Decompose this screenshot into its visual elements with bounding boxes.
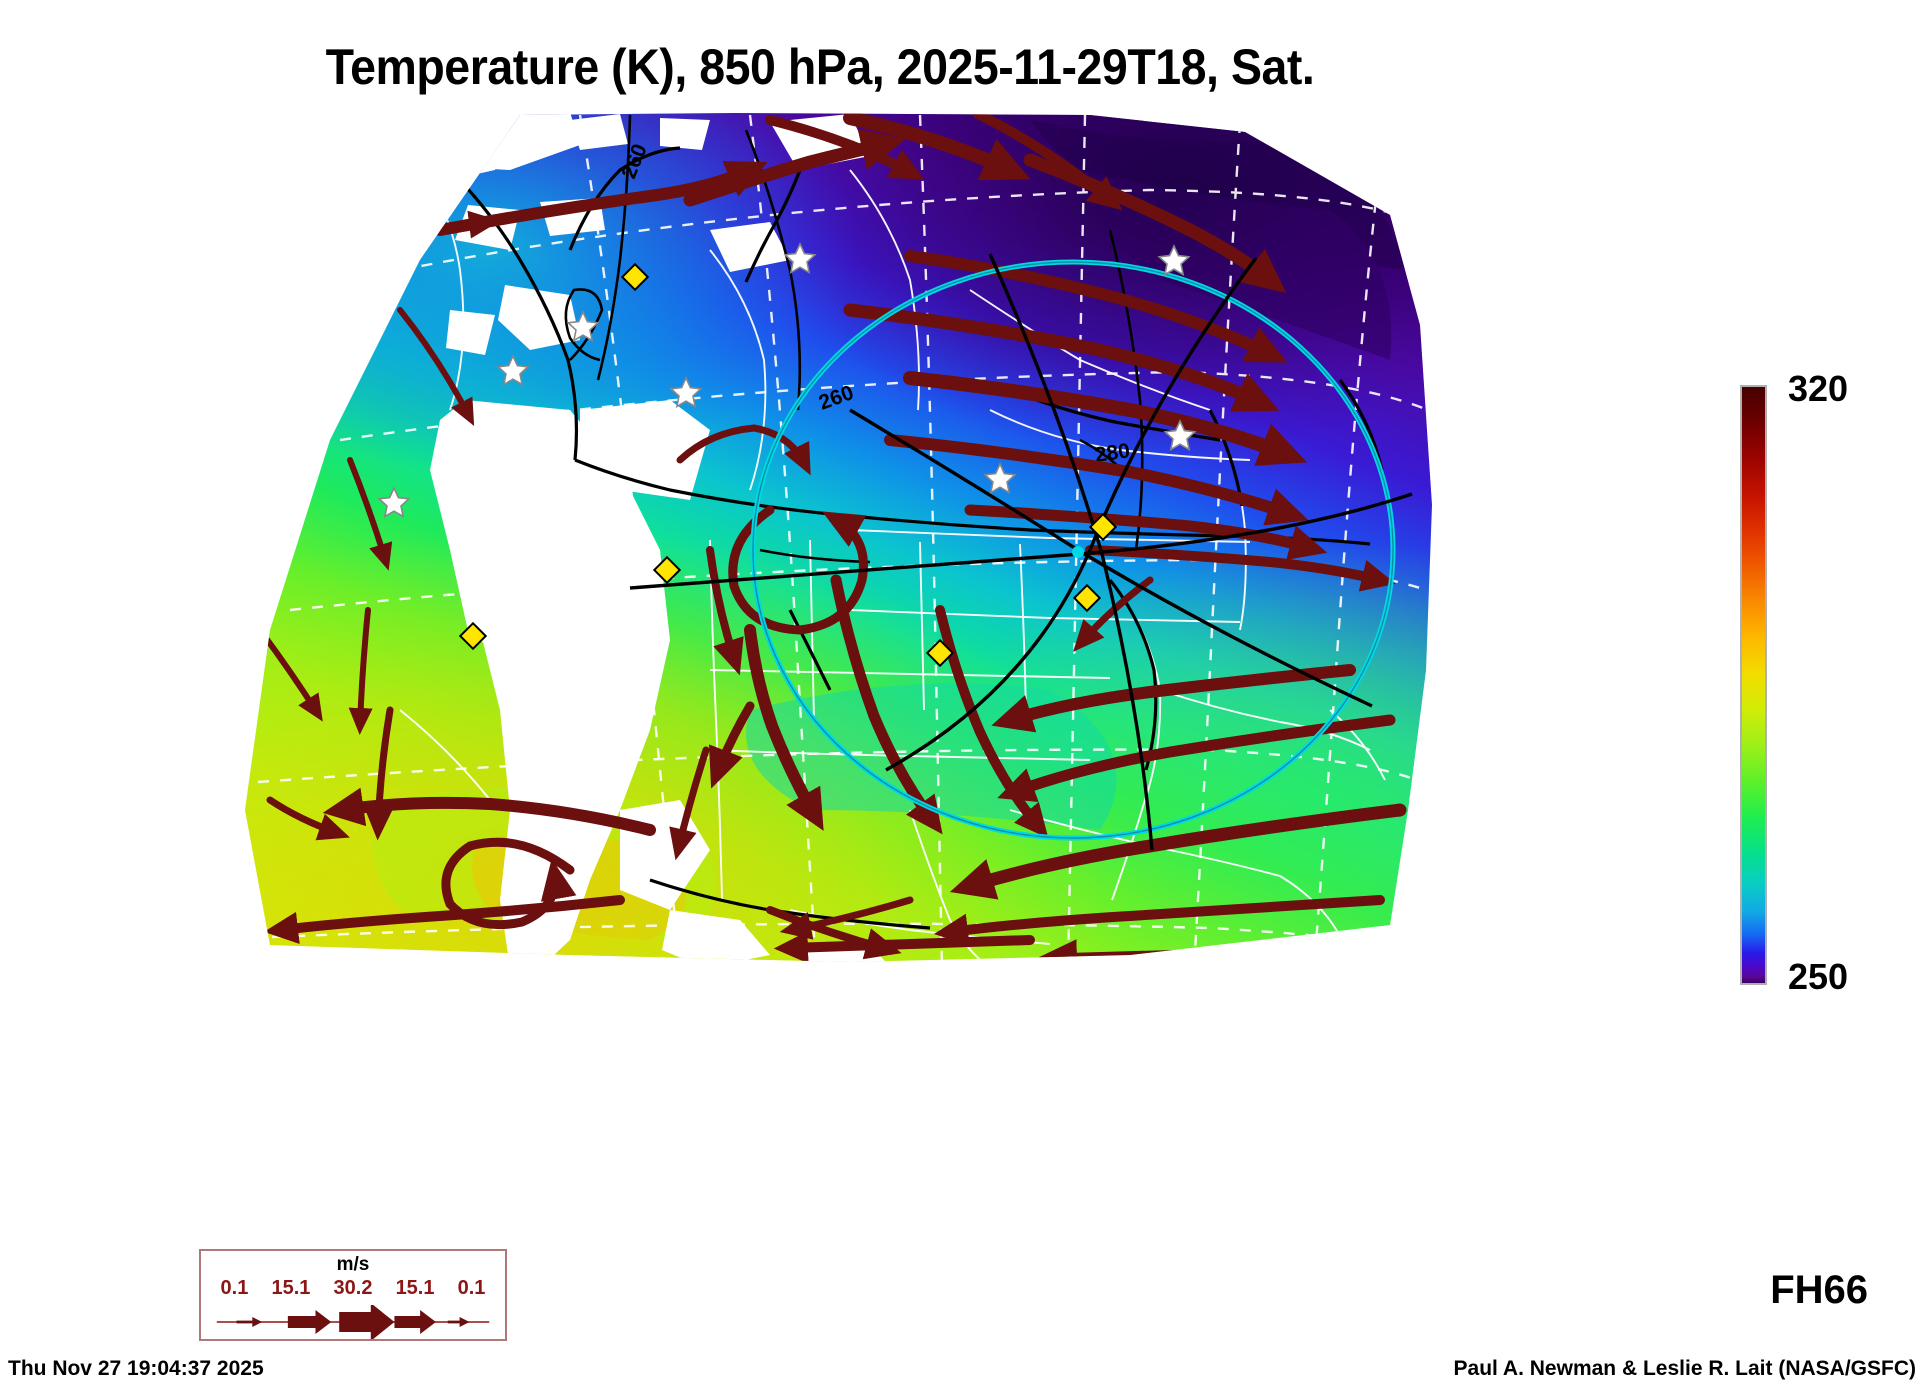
map-panel[interactable]: 260 260 280: [150, 110, 1570, 970]
wind-arrow-max: [339, 1305, 395, 1339]
star-marker[interactable]: [783, 242, 817, 274]
star-marker[interactable]: [983, 462, 1017, 494]
star-markers[interactable]: [377, 242, 1197, 518]
wind-arrow-medium-right: [394, 1310, 436, 1334]
diamond-markers[interactable]: [458, 262, 1118, 668]
wind-value-0: 0.1: [220, 1277, 249, 1299]
wind-value-2: 30.2: [333, 1277, 373, 1299]
colorbar-max-label: 320: [1788, 368, 1849, 409]
wind-arrow-scale: [216, 1305, 490, 1339]
diamond-marker[interactable]: [652, 555, 682, 585]
wind-arrow-tiny-left: [236, 1317, 263, 1327]
colorbar-min-label: 250: [1788, 956, 1849, 997]
star-marker[interactable]: [496, 354, 530, 386]
generation-timestamp: Thu Nov 27 19:04:37 2025: [8, 1357, 264, 1380]
diamond-marker[interactable]: [458, 621, 488, 651]
diamond-marker[interactable]: [925, 638, 955, 668]
diamond-marker[interactable]: [1072, 583, 1102, 613]
wind-streamlines: [257, 113, 1407, 962]
terminator-ring: [750, 259, 1396, 841]
temperature-map[interactable]: 260 260 280: [150, 110, 1570, 970]
wind-speed-legend: m/s 0.1 15.1 30.2 15.1 0.1: [199, 1249, 507, 1341]
page-title: Temperature (K), 850 hPa, 2025-11-29T18,…: [325, 39, 1315, 95]
diamond-marker[interactable]: [620, 262, 650, 292]
diamond-marker[interactable]: [1088, 512, 1118, 542]
wind-value-1: 15.1: [271, 1277, 311, 1299]
colorbar-gradient[interactable]: [1740, 385, 1767, 985]
star-marker[interactable]: [377, 486, 411, 518]
star-marker[interactable]: [566, 310, 600, 342]
wind-value-3: 15.1: [395, 1277, 435, 1299]
author-credit: Paul A. Newman & Leslie R. Lait (NASA/GS…: [1453, 1357, 1916, 1380]
forecast-hour-label: FH66: [1770, 1268, 1868, 1312]
wind-arrow-medium-left: [287, 1310, 332, 1334]
star-marker[interactable]: [1163, 419, 1197, 451]
wind-units-label: m/s: [336, 1254, 370, 1275]
star-marker[interactable]: [1157, 244, 1191, 276]
wind-value-4: 0.1: [457, 1277, 486, 1299]
wind-value-labels: 0.1 15.1 30.2 15.1 0.1: [201, 1277, 505, 1300]
wind-arrow-tiny-right: [447, 1317, 470, 1327]
sub-solar-point: [1072, 546, 1084, 558]
star-marker[interactable]: [669, 376, 703, 408]
